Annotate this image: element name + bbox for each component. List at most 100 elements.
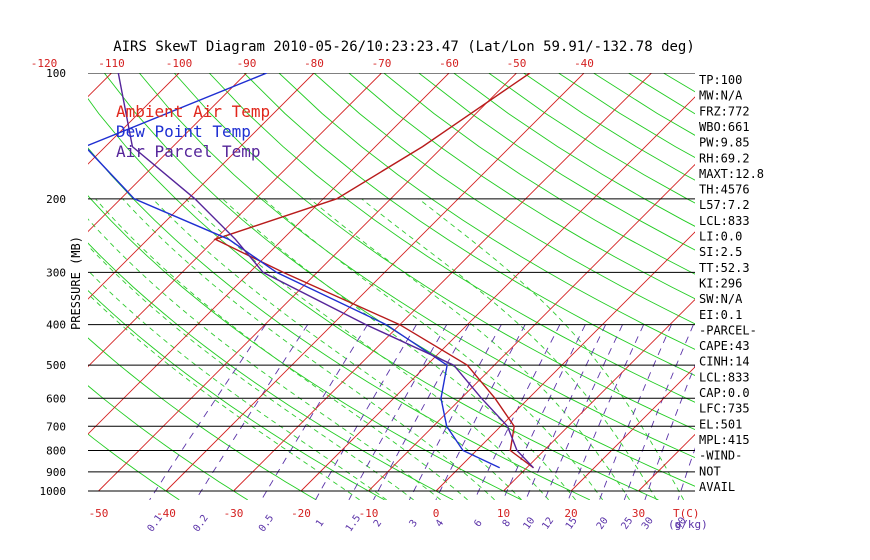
bottom-temp-tick-label: 0 [433, 507, 440, 520]
legend-entry: Ambient Air Temp [116, 102, 270, 121]
index-item: MPL:415 [699, 433, 750, 447]
dry-adiabat-line [348, 73, 695, 300]
dry-adiabat-line [243, 73, 695, 376]
dry-adiabat-line [88, 289, 385, 500]
index-item: -PARCEL- [699, 323, 757, 337]
mixing-ratio-line [195, 324, 308, 500]
mixing-ratio-tick-label: 0.5 [257, 513, 276, 534]
top-temperature-ticks: -120 -110 -100 -90 -80 -70 -60 -50 -40 [31, 57, 594, 70]
bottom-temperature-ticks: -50 -40 -30 -20 -10 0 10 20 30 [89, 507, 646, 520]
index-item: L57:7.2 [699, 198, 750, 212]
index-item: WBO:661 [699, 120, 750, 134]
moist-adiabat-line [95, 198, 468, 500]
moist-adiabat-line [185, 198, 549, 500]
moist-adiabats [88, 198, 685, 500]
dry-adiabat-line [138, 73, 695, 459]
index-item: -WIND- [699, 449, 742, 463]
mixing-ratio-tick-label: 3 [408, 518, 420, 529]
mixing-ratio-lines [149, 324, 695, 500]
index-item: AVAIL [699, 480, 735, 494]
isotherm-line [0, 73, 44, 491]
mixing-ratio-tick-label: 1 [314, 518, 326, 529]
bottom-temp-tick-label: -20 [291, 507, 311, 520]
index-item: SI:2.5 [699, 245, 742, 259]
isotherm-line [435, 231, 695, 492]
index-item: FRZ:772 [699, 104, 750, 118]
bottom-temp-tick-label: -50 [89, 507, 109, 520]
index-item: LI:0.0 [699, 230, 742, 244]
pressure-tick-label: 200 [46, 193, 66, 206]
sounding-profiles [88, 73, 535, 469]
moist-adiabat-line [222, 198, 576, 500]
pressure-tick-label: 600 [46, 392, 66, 405]
dry-adiabat-line [173, 73, 695, 431]
dry-adiabat-line [453, 73, 695, 227]
isotherm-line [88, 73, 247, 233]
dry-adiabat-line [313, 73, 695, 325]
top-temp-tick-label: -110 [98, 57, 125, 70]
index-item: CINH:14 [699, 355, 750, 369]
mixing-ratio-tick-label: 4 [434, 518, 446, 529]
index-item: PW:9.85 [699, 136, 750, 150]
mixing-ratio-line [435, 324, 526, 500]
bottom-temp-tick-label: 20 [564, 507, 577, 520]
mixing-ratio-line [544, 324, 623, 500]
isotherm-line [88, 73, 180, 165]
plot-area [0, 73, 870, 500]
isotherm-line [774, 73, 870, 491]
top-temp-tick-label: -90 [237, 57, 257, 70]
index-item: CAPE:43 [699, 339, 750, 353]
index-item: EI:0.1 [699, 308, 742, 322]
index-item: TH:4576 [699, 183, 750, 197]
moist-adiabat-line [88, 218, 441, 500]
series-line [117, 73, 535, 469]
isotherm-line [638, 433, 695, 492]
isotherm-line [233, 73, 652, 492]
dry-adiabat-line [488, 73, 695, 204]
pressure-tick-label: 400 [46, 319, 66, 332]
index-item: MW:N/A [699, 89, 743, 103]
index-item: LFC:735 [699, 402, 750, 416]
pressure-tick-label: 900 [46, 466, 66, 479]
mixing-ratio-line [348, 324, 448, 500]
isotherm-line [300, 96, 695, 492]
dry-adiabat-line [523, 73, 695, 181]
top-temp-tick-label: -40 [574, 57, 594, 70]
top-temp-tick-label: -120 [31, 57, 58, 70]
pressure-tick-label: 700 [46, 420, 66, 433]
isotherm-line [570, 366, 695, 492]
moist-adiabat-line [309, 198, 630, 500]
isobars [88, 73, 695, 492]
chart-title: AIRS SkewT Diagram 2010-05-26/10:23:23.4… [113, 39, 695, 55]
mixing-ratio-tick-label: 2 [372, 518, 384, 529]
legend-entry: Dew Point Temp [116, 122, 251, 141]
dry-adiabat-line [88, 385, 248, 500]
top-temp-tick-label: -100 [166, 57, 193, 70]
mixing-ratio-line [474, 324, 561, 500]
mixing-ratio-tick-label: 20 [595, 515, 611, 531]
index-item: RH:69.2 [699, 151, 750, 165]
moist-adiabat-line [122, 198, 495, 500]
bottom-temp-tick-label: -40 [156, 507, 176, 520]
pressure-tick-label: 100 [46, 67, 66, 80]
index-item: LCL:833 [699, 214, 750, 228]
mixing-ratio-line [623, 324, 694, 500]
top-temp-tick-label: -50 [507, 57, 527, 70]
index-item: TT:52.3 [699, 261, 750, 275]
index-item: EL:501 [699, 417, 742, 431]
index-item: LCL:833 [699, 370, 750, 384]
mixing-ratio-line [502, 324, 586, 500]
y-axis-label: PRESSURE (MB) [69, 236, 83, 330]
mixing-ratio-tick-label: 8 [501, 518, 513, 529]
pressure-tick-label: 1000 [40, 485, 67, 498]
dry-adiabat-line [383, 73, 695, 275]
series-line [213, 73, 534, 469]
series-line [88, 73, 500, 469]
legend-entry: Air Parcel Temp [116, 142, 261, 161]
dry-adiabat-line [88, 147, 591, 500]
top-temp-tick-label: -60 [439, 57, 459, 70]
moist-adiabat-line [88, 245, 414, 500]
isotherm-line [88, 73, 382, 368]
isotherm-line [88, 73, 450, 435]
